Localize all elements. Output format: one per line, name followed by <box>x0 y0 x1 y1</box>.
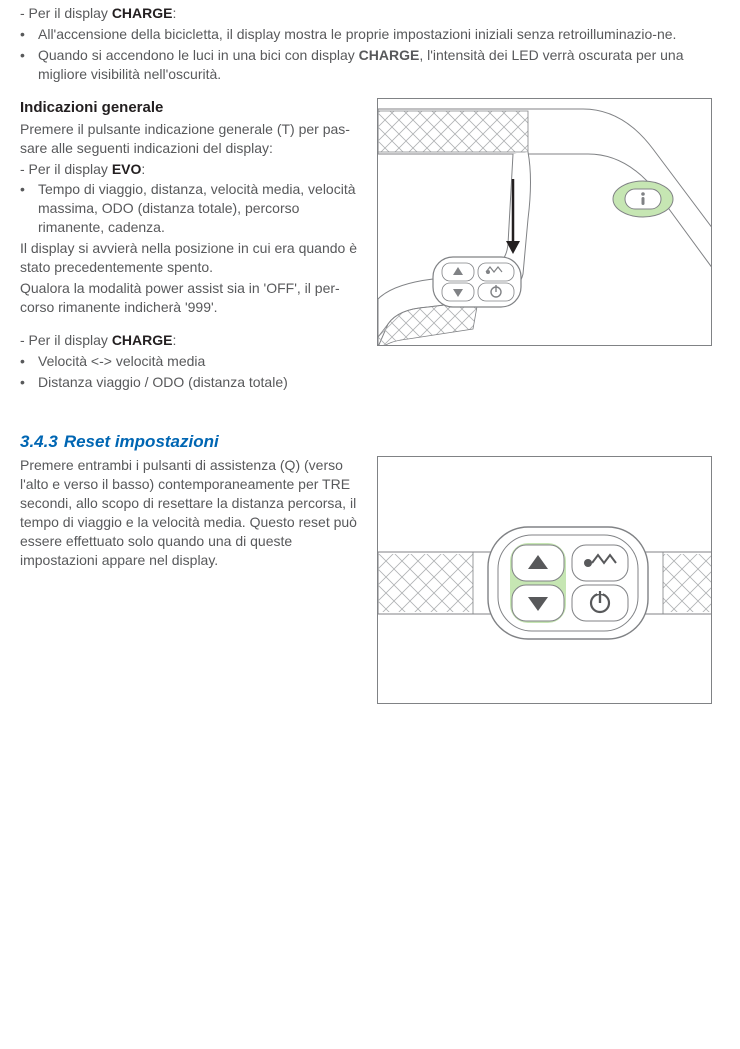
list-item: •Tempo di viaggio, distanza, velocità me… <box>20 180 365 237</box>
list-item: •Distanza viaggio / ODO (distanza totale… <box>20 373 365 392</box>
charge-intro: - Per il display CHARGE: <box>20 4 712 23</box>
indicazioni-title: Indicazioni generale <box>20 98 365 118</box>
charge-intro-suffix: : <box>172 5 176 21</box>
indicazioni-p1: Premere il pulsante indicazione generale… <box>20 120 365 158</box>
figure-1 <box>377 98 712 346</box>
bullet-text: All'accensione della bicicletta, il disp… <box>38 25 712 44</box>
list-item: •Velocità <-> velocità media <box>20 352 365 371</box>
figure-2 <box>377 456 712 704</box>
section-title: Reset impostazioni <box>64 432 219 451</box>
indicazioni-section: Indicazioni generale Premere il pulsante… <box>20 98 712 406</box>
section-343-heading: 3.4.3 Reset impostazioni <box>20 431 712 454</box>
indicazioni-text: Indicazioni generale Premere il pulsante… <box>20 98 365 406</box>
indicazioni-figure-col <box>373 98 712 406</box>
list-item: •Quando si accendono le luci in una bici… <box>20 46 712 84</box>
reset-figure-col <box>373 456 712 704</box>
indicazioni-p2: Il display si avvierà nella posizione in… <box>20 239 365 277</box>
reset-body: Premere entrambi i pulsanti di assistenz… <box>20 456 365 569</box>
evo-bullets: •Tempo di viaggio, distanza, velocità me… <box>20 180 365 237</box>
charge-intro-pre: - Per il display <box>20 5 112 21</box>
evo-intro: - Per il display EVO: <box>20 160 365 179</box>
reset-section: Premere entrambi i pulsanti di assistenz… <box>20 456 712 704</box>
charge2-intro: - Per il display CHARGE: <box>20 331 365 350</box>
indicazioni-p3: Qualora la modalità power assist sia in … <box>20 279 365 317</box>
charge2-bullets: •Velocità <-> velocità media •Distanza v… <box>20 352 365 392</box>
page-content: - Per il display CHARGE: •All'accensione… <box>20 0 712 704</box>
handlebar-illustration <box>378 99 712 346</box>
list-item: •All'accensione della bicicletta, il dis… <box>20 25 712 44</box>
bullet-text: Quando si accendono le luci in una bici … <box>38 46 712 84</box>
reset-text: Premere entrambi i pulsanti di assistenz… <box>20 456 365 704</box>
section-num: 3.4.3 <box>20 432 58 451</box>
charge-bullets: •All'accensione della bicicletta, il dis… <box>20 25 712 84</box>
charge-intro-bold: CHARGE <box>112 5 173 21</box>
controller-illustration <box>378 457 712 704</box>
